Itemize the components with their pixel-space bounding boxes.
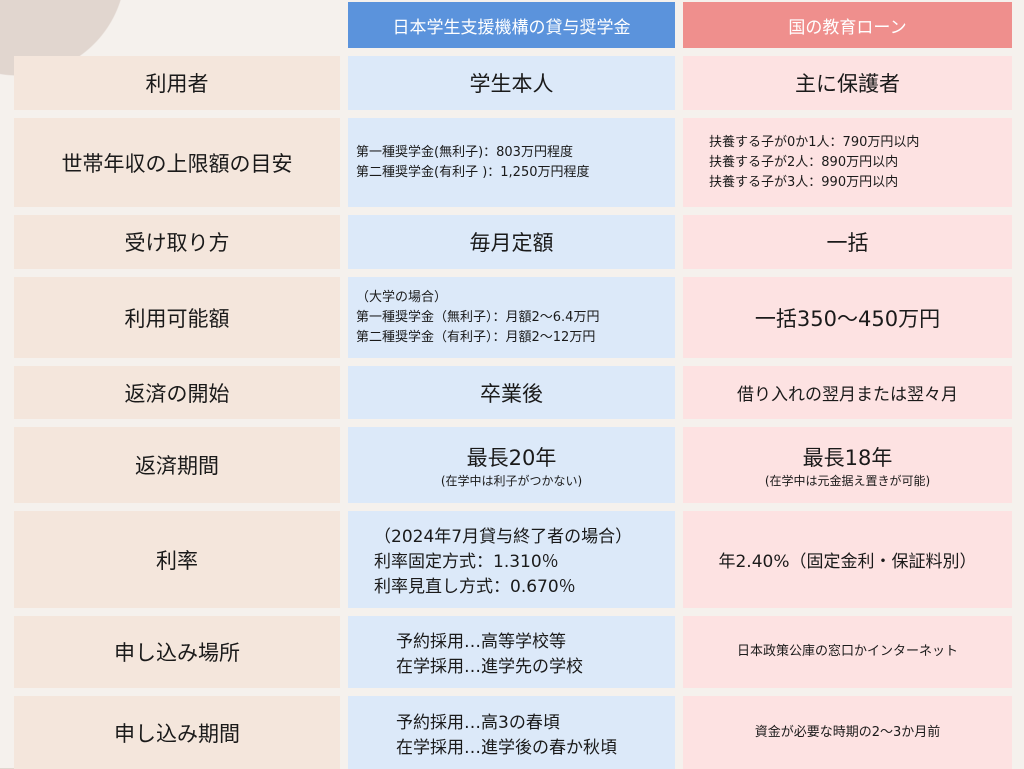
cell-text: 扶養する子が2人：890万円以内 [709,154,899,170]
row-label: 利率 [14,511,340,608]
cell-text: 扶養する子が3人：990万円以内 [709,174,899,190]
cell-text: （2024年7月貸与終了者の場合） [374,527,633,547]
cell-text: 第一種奨学金（無利子）：月額2～6.4万円 [356,309,600,325]
cell-loan: 扶養する子が0か1人：790万円以内 扶養する子が2人：890万円以内 扶養する子が… [683,118,1012,207]
row-label: 申し込み場所 [14,616,340,688]
comparison-table: 日本学生支援機構の貸与奨学金 国の教育ローン 利用者 学生本人 主に保護者世帯年収の… [14,2,1012,769]
cell-note: (在学中は利子がつかない) [440,473,583,488]
cell-jasso: （大学の場合） 第一種奨学金（無利子）：月額2～6.4万円 第二種奨学金（有利子）：… [348,277,675,358]
row-label: 利用者 [14,56,340,110]
row-label: 世帯年収の上限額の目安 [14,118,340,207]
cell-text: 第二種奨学金(有利子 )：1,250万円程度 [356,164,590,180]
cell-text: 卒業後 [480,381,543,406]
cell-text: 予約採用…高3の春頃 [396,712,560,733]
cell-loan: 日本政策公庫の窓口かインターネット [683,616,1012,688]
header-jasso-scholarship: 日本学生支援機構の貸与奨学金 [348,2,675,48]
cell-text: 第二種奨学金（有利子）：月額2～12万円 [356,329,596,345]
cell-text: 在学採用…進学後の春か秋頃 [396,737,617,758]
cell-loan: 借り入れの翌月または翌々月 [683,366,1012,419]
cell-text: 毎月定額 [469,231,554,255]
cell-loan: 最長18年 (在学中は元金据え置きが可能) [683,427,1012,503]
row-label: 利用可能額 [14,277,340,358]
cell-jasso: 最長20年 (在学中は利子がつかない) [348,427,675,503]
header-corner [14,2,340,48]
cell-text: 予約採用…高等学校等 [396,632,566,652]
cell-jasso: 予約採用…高等学校等 在学採用…進学先の学校 [348,616,675,688]
header-education-loan: 国の教育ローン [683,2,1012,48]
row-label: 返済期間 [14,427,340,503]
cell-jasso: 毎月定額 [348,215,675,269]
cell-text: 一括 [826,231,869,255]
cell-jasso: （2024年7月貸与終了者の場合） 利率固定方式：1.310％ 利率見直し方式：0.… [348,511,675,608]
row-label: 受け取り方 [14,215,340,269]
cell-text: （大学の場合） [356,289,448,305]
cell-text: 利率固定方式：1.310％ [374,552,559,572]
cell-text: 最長20年 [466,445,557,470]
cell-text: 在学採用…進学先の学校 [396,657,583,677]
cell-text: 年2.40%（固定金利・保証料別） [718,552,977,572]
cell-text: 一括350～450万円 [754,306,941,331]
cell-text: 資金が必要な時期の2～3か月前 [754,724,941,740]
cell-loan: 一括350～450万円 [683,277,1012,358]
cell-loan: 資金が必要な時期の2～3か月前 [683,696,1012,769]
cell-text: 日本政策公庫の窓口かインターネット [736,644,958,659]
cell-loan: 主に保護者 [683,56,1012,110]
cell-text: 借り入れの翌月または翌々月 [737,385,958,405]
cell-jasso: 予約採用…高3の春頃在学採用…進学後の春か秋頃 [348,696,675,769]
cell-text: 利率見直し方式：0.670％ [374,577,576,597]
cell-jasso: 学生本人 [348,56,675,110]
cell-text: 扶養する子が0か1人：790万円以内 [709,134,920,150]
cell-text: 最長18年 [802,445,893,470]
cell-loan: 一括 [683,215,1012,269]
row-label: 返済の開始 [14,366,340,419]
cell-text: 学生本人 [469,72,554,96]
row-label: 申し込み期間 [14,696,340,769]
cell-text: 第一種奨学金(無利子)：803万円程度 [356,144,573,160]
cell-text: 主に保護者 [795,72,900,96]
cell-note: (在学中は元金据え置きが可能) [764,473,931,488]
cell-jasso: 第一種奨学金(無利子)：803万円程度第二種奨学金(有利子 )：1,250万円程… [348,118,675,207]
cell-loan: 年2.40%（固定金利・保証料別） [683,511,1012,608]
cell-jasso: 卒業後 [348,366,675,419]
